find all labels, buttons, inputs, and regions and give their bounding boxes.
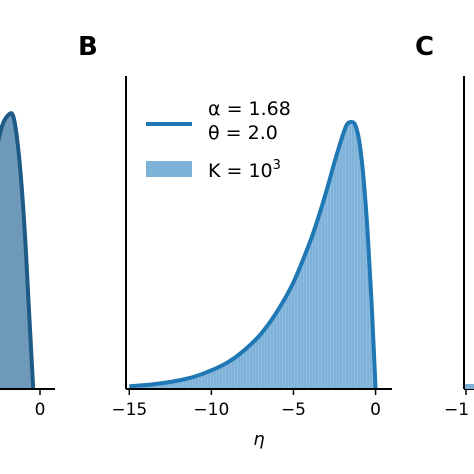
panel-b: B −15 −10 −5 0 η α = 1.68 θ = 2.0 K = 103 bbox=[78, 32, 392, 450]
panel-b-x-tick-label: −10 bbox=[193, 400, 229, 420]
panel-b-legend: α = 1.68 θ = 2.0 K = 103 bbox=[146, 98, 291, 182]
panel-b-x-tick-label: −5 bbox=[281, 400, 306, 420]
panel-b-x-tick-label: 0 bbox=[370, 400, 381, 420]
panel-b-fit-curve bbox=[129, 119, 378, 390]
panel-a-histogram-fill bbox=[0, 113, 34, 389]
panel-b-x-axis-label: η bbox=[253, 429, 264, 450]
panel-b-x-tick-label: −15 bbox=[111, 400, 147, 420]
legend-line-label-theta: θ = 2.0 bbox=[208, 122, 278, 144]
panel-a: 0 bbox=[0, 111, 55, 420]
legend-histogram-label-base: K = 10 bbox=[208, 160, 273, 182]
panel-b-letter: B bbox=[78, 32, 98, 62]
panel-c: C −1 bbox=[415, 32, 474, 420]
panel-c-histogram-sliver bbox=[465, 384, 474, 389]
panel-a-x-tick-label: 0 bbox=[35, 400, 46, 420]
panel-b-histogram-fill bbox=[129, 121, 376, 390]
legend-line-label-alpha: α = 1.68 bbox=[208, 98, 291, 120]
legend-histogram-label: K = 103 bbox=[208, 158, 281, 182]
panel-c-x-tick-label: −1 bbox=[444, 400, 469, 420]
legend-histogram-label-exponent: 3 bbox=[273, 158, 281, 173]
panel-b-x-ticks: −15 −10 −5 0 bbox=[111, 389, 381, 420]
panel-a-fit-curve bbox=[0, 111, 36, 390]
legend-histogram-swatch bbox=[146, 161, 192, 177]
panel-c-letter: C bbox=[415, 32, 434, 62]
